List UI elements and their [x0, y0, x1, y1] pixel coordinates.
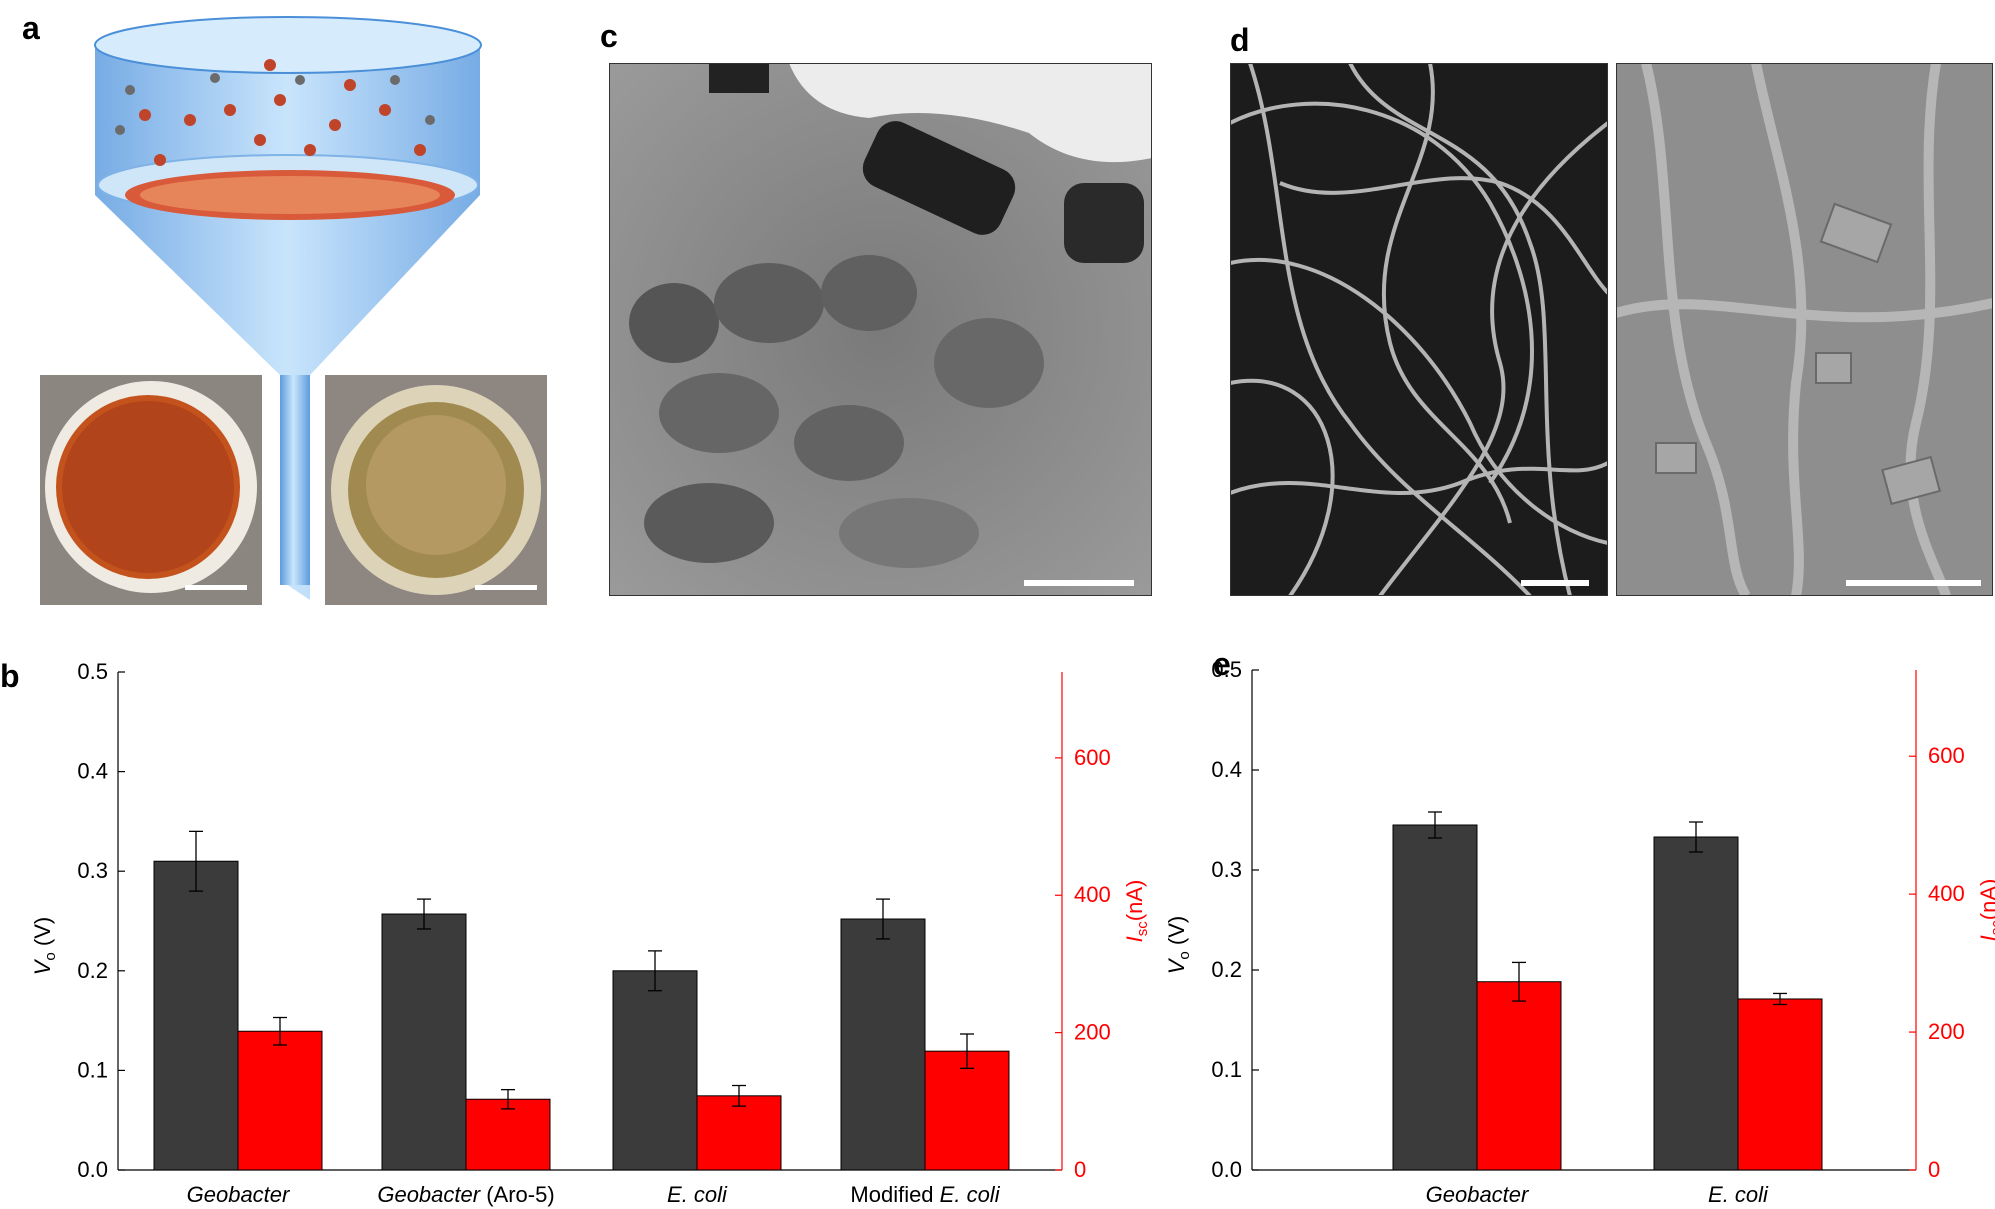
sem-micrograph-fibers	[1230, 63, 1608, 596]
left-tick-label: 0.2	[1211, 957, 1242, 982]
panel-label-b: b	[0, 658, 20, 694]
right-tick-label: 200	[1928, 1019, 1965, 1044]
category-label: Geobacter (Aro-5)	[377, 1182, 554, 1207]
funnel-illustration	[94, 16, 482, 600]
bar-vo	[153, 860, 239, 1171]
y-axis-label-right: Isc(nA)	[1976, 879, 1995, 942]
bar-isc	[1737, 998, 1823, 1171]
bar-isc	[924, 1050, 1010, 1171]
membrane-photo-red	[40, 375, 262, 605]
bar-vo	[1392, 824, 1478, 1171]
bar-isc	[1476, 981, 1562, 1171]
left-tick-label: 0.0	[77, 1157, 108, 1182]
left-tick-label: 0.3	[77, 858, 108, 883]
panel-label-a: a	[22, 10, 40, 46]
panel-label-c: c	[600, 18, 618, 54]
bar-vo	[381, 913, 467, 1171]
chart-b: 0.0 0.1 0.2 0.3 0.4 0.5 0 200 400 600 Vo (V) Isc(nA…	[30, 659, 1151, 1207]
category-label: Modified E. coli	[850, 1182, 1000, 1207]
left-tick-label: 0.2	[77, 958, 108, 983]
left-tick-label: 0.4	[1211, 757, 1242, 782]
category-label: Geobacter	[187, 1182, 291, 1207]
y-axis-label-right: Isc(nA)	[1122, 880, 1151, 943]
left-tick-label: 0.3	[1211, 857, 1242, 882]
bar-isc	[696, 1095, 782, 1171]
right-tick-label: 600	[1074, 745, 1111, 770]
left-tick-label: 0.1	[77, 1057, 108, 1082]
tem-micrograph	[609, 63, 1152, 596]
right-tick-label: 0	[1074, 1157, 1086, 1182]
right-tick-label: 400	[1928, 881, 1965, 906]
category-label: Geobacter	[1426, 1182, 1530, 1207]
right-tick-label: 600	[1928, 743, 1965, 768]
membrane-photo-yellow	[325, 375, 547, 605]
category-label: E. coli	[667, 1182, 728, 1207]
right-tick-label: 200	[1074, 1020, 1111, 1045]
panel-label-e: e	[1213, 646, 1231, 682]
sem-micrograph-membrane	[1616, 63, 1993, 596]
bar-isc	[465, 1098, 551, 1171]
bar-isc	[237, 1030, 323, 1171]
panel-label-d: d	[1230, 22, 1250, 58]
left-tick-label: 0.0	[1211, 1157, 1242, 1182]
left-tick-label: 0.1	[1211, 1057, 1242, 1082]
left-tick-label: 0.4	[77, 759, 108, 784]
category-label: E. coli	[1708, 1182, 1769, 1207]
right-tick-label: 400	[1074, 882, 1111, 907]
bar-vo	[1653, 836, 1739, 1171]
y-axis-label-left: Vo (V)	[30, 917, 59, 975]
left-tick-label: 0.5	[77, 659, 108, 684]
bar-vo	[612, 970, 698, 1171]
bar-vo	[840, 918, 926, 1171]
right-tick-label: 0	[1928, 1157, 1940, 1182]
y-axis-label-left: Vo (V)	[1164, 916, 1193, 974]
